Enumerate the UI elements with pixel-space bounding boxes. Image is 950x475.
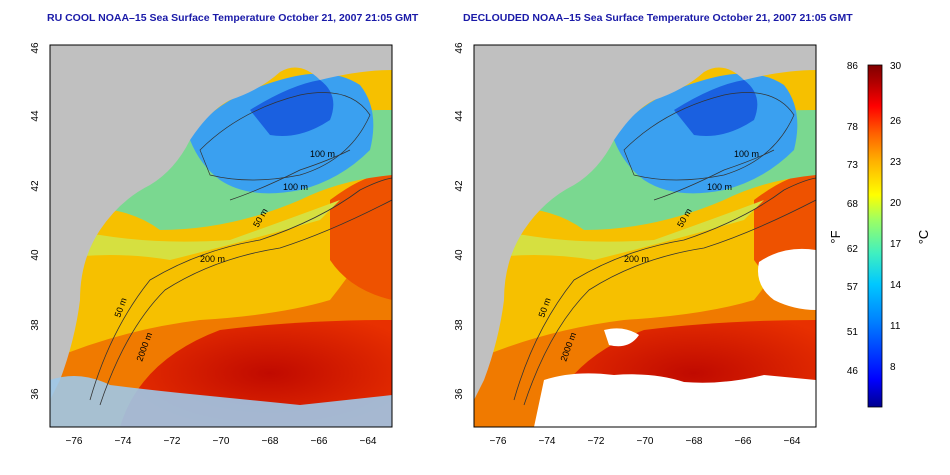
lat-tick-label: 38	[454, 319, 465, 331]
contour-label: 100 m	[310, 149, 335, 159]
lon-tick-label: −76	[490, 436, 507, 447]
gulf-of-maine-core	[250, 80, 334, 136]
c-tick-label: 17	[890, 239, 902, 250]
lon-tick-label: −72	[588, 436, 605, 447]
c-tick-label: 20	[890, 198, 902, 209]
contour-line	[513, 177, 816, 401]
lon-tick-label: −70	[637, 436, 654, 447]
slope-water	[474, 200, 764, 260]
contour-line	[653, 149, 775, 201]
contour-line	[229, 149, 351, 201]
c-tick-label: 11	[890, 321, 901, 332]
lon-tick-label: −74	[539, 436, 556, 447]
lat-tick-label: 40	[454, 249, 465, 261]
contour-line	[89, 177, 392, 401]
f-tick-label: 73	[847, 160, 859, 171]
left-map-panel: 100 m 100 m 50 m 200 m 50 m 2000 m 36 38…	[30, 42, 393, 447]
contour-line	[199, 92, 371, 181]
contour-label: 200 m	[200, 254, 225, 264]
contour-label: 100 m	[707, 182, 732, 192]
c-tick-label: 14	[890, 280, 902, 291]
cloud-mask	[604, 328, 639, 347]
fahrenheit-ticks: 86 78 73 68 62 57 51 46	[847, 61, 859, 377]
right-panel-title: DECLOUDED NOAA–15 Sea Surface Temperatur…	[463, 12, 853, 24]
f-tick-label: 62	[847, 244, 859, 255]
warm-eddy	[330, 174, 392, 300]
land-mass	[50, 45, 392, 400]
lon-tick-label: −72	[164, 436, 181, 447]
gulf-of-maine-core	[674, 80, 758, 136]
contour-label: 100 m	[283, 182, 308, 192]
f-tick-label: 78	[847, 122, 859, 133]
map-frame	[473, 44, 817, 428]
lat-tick-label: 42	[30, 180, 41, 192]
slope-water	[50, 200, 340, 260]
cloud-mask	[758, 248, 816, 310]
left-panel-title: RU COOL NOAA–15 Sea Surface Temperature …	[47, 12, 419, 24]
fahrenheit-axis-label: °F	[828, 230, 843, 243]
c-tick-label: 26	[890, 116, 902, 127]
lon-tick-label: −68	[686, 436, 703, 447]
lat-tick-label: 36	[454, 388, 465, 400]
lat-tick-label: 38	[30, 319, 41, 331]
colorbar: 86 78 73 68 62 57 51 46 30 26 23 20 17 1…	[828, 61, 931, 408]
lat-tick-label: 46	[30, 42, 41, 54]
lat-tick-label: 44	[454, 110, 465, 122]
c-tick-label: 30	[890, 61, 902, 72]
contour-label: 100 m	[734, 149, 759, 159]
f-tick-label: 51	[847, 327, 859, 338]
lat-tick-label: 42	[454, 180, 465, 192]
contour-line	[623, 92, 795, 181]
c-tick-label: 23	[890, 157, 902, 168]
lon-tick-label: −64	[360, 436, 377, 447]
lat-tick-label: 40	[30, 249, 41, 261]
lon-tick-label: −76	[66, 436, 83, 447]
land-mass	[474, 45, 816, 400]
f-tick-label: 86	[847, 61, 859, 72]
cloud-speckles	[50, 376, 392, 427]
right-map-panel: 100 m 100 m 50 m 200 m 50 m 2000 m 36 38…	[454, 42, 817, 447]
lon-axis: −76 −74 −72 −70 −68 −66 −64	[490, 436, 801, 447]
lat-tick-label: 46	[454, 42, 465, 54]
contour-line	[99, 199, 392, 406]
lon-tick-label: −70	[213, 436, 230, 447]
lon-tick-label: −66	[735, 436, 752, 447]
lat-tick-label: 44	[30, 110, 41, 122]
colorbar-gradient	[867, 64, 883, 408]
f-tick-label: 68	[847, 199, 859, 210]
c-tick-label: 8	[890, 362, 896, 373]
lon-tick-label: −68	[262, 436, 279, 447]
lon-tick-label: −66	[311, 436, 328, 447]
celsius-ticks: 30 26 23 20 17 14 11 8	[890, 61, 902, 373]
contour-line	[523, 199, 816, 406]
f-tick-label: 57	[847, 282, 859, 293]
map-frame	[49, 44, 393, 428]
lat-axis: 36 38 40 42 44 46	[30, 42, 41, 400]
cloud-mask	[534, 373, 816, 427]
lon-tick-label: −74	[115, 436, 132, 447]
contour-label: 200 m	[624, 254, 649, 264]
lat-axis: 36 38 40 42 44 46	[454, 42, 465, 400]
celsius-axis-label: °C	[916, 230, 931, 245]
lon-axis: −76 −74 −72 −70 −68 −66 −64	[66, 436, 377, 447]
lon-tick-label: −64	[784, 436, 801, 447]
f-tick-label: 46	[847, 366, 859, 377]
lat-tick-label: 36	[30, 388, 41, 400]
